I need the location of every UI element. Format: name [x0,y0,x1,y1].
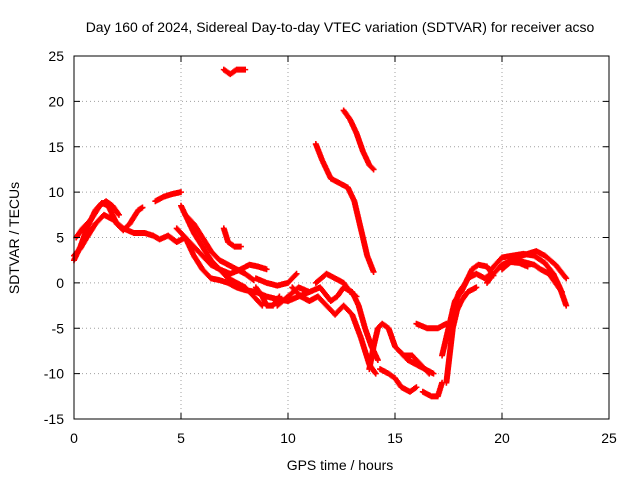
y-tick-label: 0 [56,275,64,291]
series-arc-o [312,141,377,275]
series-arc-t [396,347,437,377]
series-arc-q [366,320,398,373]
y-tick-label: 5 [56,230,64,246]
data-mark [220,66,249,78]
series-arc-n [220,66,249,78]
series-arc-p [340,107,377,173]
y-tick-label: -10 [44,366,64,382]
x-tick-label: 10 [280,430,296,446]
x-axis-label: GPS time / hours [287,457,394,473]
series-arc-g [182,211,257,284]
grid-lines [74,56,609,419]
series-arc-m [312,270,360,300]
data-mark [252,284,283,309]
data-mark [289,284,379,377]
chart-title: Day 160 of 2024, Sidereal Day-to-day VTE… [86,19,595,35]
data-mark [413,320,450,332]
data-mark [443,284,480,386]
series-arc-u [413,320,450,332]
series-arc-h [220,225,244,250]
x-tick-labels: 0 5 10 15 20 25 [70,430,617,446]
y-tick-label: 10 [48,184,64,200]
data-mark [377,366,420,395]
series-arc-i [252,270,300,289]
series-arc-r [377,366,420,395]
data-mark [499,259,531,273]
x-tick-label: 5 [177,430,185,446]
data-mark [152,189,184,205]
data-mark [312,141,377,275]
y-axis-label: SDTVAR / TECUs [6,182,22,294]
y-tick-label: -15 [44,411,64,427]
x-tick-label: 25 [601,430,617,446]
data-mark [312,270,360,300]
series-arc-l [289,284,379,377]
data-mark [340,107,377,173]
series-arc-d [152,189,184,205]
data-mark [220,225,244,250]
series-arc-ac [499,259,531,273]
series-arc-aa [488,250,570,309]
y-tick-labels: -15 -10 -5 0 5 10 15 20 25 [44,48,64,427]
axis-ticks [73,55,610,420]
x-tick-label: 15 [387,430,403,446]
data-marks [71,66,570,400]
series-arc-x [443,284,480,386]
y-tick-label: 15 [48,139,64,155]
y-tick-label: 25 [48,48,64,64]
x-tick-label: 20 [494,430,510,446]
x-tick-label: 0 [70,430,78,446]
data-mark [488,250,570,309]
data-mark [396,347,437,377]
data-mark [252,270,300,289]
series-arc-j [252,284,283,309]
data-mark [366,320,398,373]
series-arc-v [419,379,446,400]
data-mark [182,211,257,284]
y-tick-label: -5 [52,320,65,336]
y-tick-label: 20 [48,93,64,109]
data-mark [419,379,446,400]
